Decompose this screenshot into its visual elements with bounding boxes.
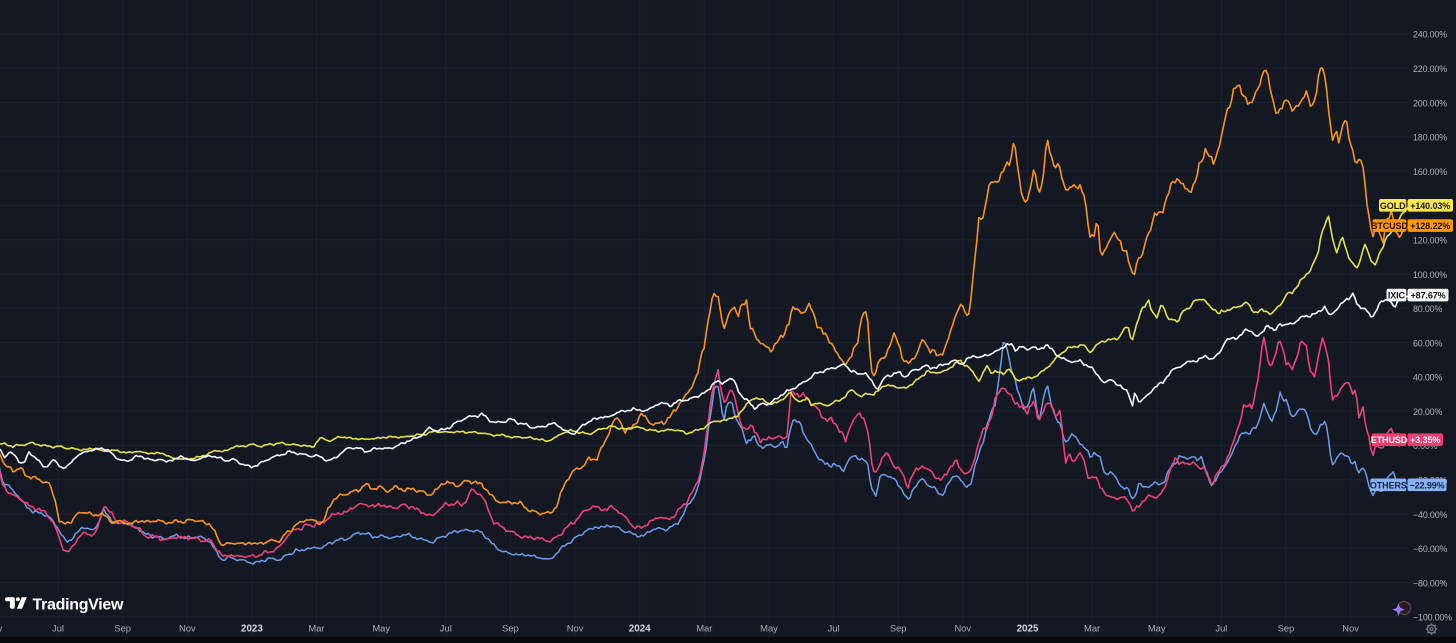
svg-text:IXIC: IXIC — [1388, 291, 1406, 301]
svg-text:Jul: Jul — [440, 623, 452, 634]
svg-text:+140.03%: +140.03% — [1410, 201, 1450, 211]
svg-text:240.00%: 240.00% — [1413, 30, 1447, 40]
svg-text:Sep: Sep — [1278, 623, 1295, 634]
svg-text:Sep: Sep — [502, 623, 519, 634]
svg-text:Nov: Nov — [567, 623, 584, 634]
svg-text:−22.99%: −22.99% — [1409, 480, 1444, 490]
svg-text:−100.00%: −100.00% — [1413, 613, 1452, 623]
svg-text:+128.22%: +128.22% — [1410, 221, 1450, 231]
svg-text:+87.67%: +87.67% — [1410, 291, 1445, 301]
svg-text:Sep: Sep — [890, 623, 907, 634]
svg-text:+3.35%: +3.35% — [1410, 435, 1440, 445]
svg-text:20.00%: 20.00% — [1413, 407, 1442, 417]
svg-text:80.00%: 80.00% — [1413, 304, 1442, 314]
svg-text:−40.00%: −40.00% — [1413, 510, 1447, 520]
svg-text:Mar: Mar — [1084, 623, 1100, 634]
svg-text:160.00%: 160.00% — [1413, 167, 1447, 177]
svg-text:220.00%: 220.00% — [1413, 64, 1447, 74]
svg-text:200.00%: 200.00% — [1413, 98, 1447, 108]
svg-text:May: May — [1148, 623, 1166, 634]
svg-text:120.00%: 120.00% — [1413, 236, 1447, 246]
svg-text:Jul: Jul — [52, 623, 64, 634]
svg-text:180.00%: 180.00% — [1413, 133, 1447, 143]
svg-text:GOLD: GOLD — [1380, 201, 1406, 211]
svg-text:Sep: Sep — [114, 623, 131, 634]
svg-text:OTHERS: OTHERS — [1370, 480, 1407, 490]
svg-text:Mar: Mar — [696, 623, 712, 634]
svg-text:2025: 2025 — [1017, 624, 1039, 635]
svg-text:2023: 2023 — [241, 624, 263, 635]
svg-text:Nov: Nov — [954, 623, 971, 634]
svg-text:40.00%: 40.00% — [1413, 373, 1442, 383]
svg-text:Nov: Nov — [179, 623, 196, 634]
svg-text:−60.00%: −60.00% — [1413, 544, 1447, 554]
svg-text:Jul: Jul — [1215, 623, 1227, 634]
svg-text:Nov: Nov — [1342, 623, 1359, 634]
svg-text:−80.00%: −80.00% — [1413, 578, 1447, 588]
svg-text:May: May — [0, 623, 3, 634]
svg-text:2024: 2024 — [629, 624, 651, 635]
svg-text:60.00%: 60.00% — [1413, 338, 1442, 348]
svg-text:ETHUSD: ETHUSD — [1371, 435, 1408, 445]
svg-text:May: May — [372, 623, 390, 634]
svg-text:Mar: Mar — [308, 623, 324, 634]
svg-text:100.00%: 100.00% — [1413, 270, 1447, 280]
svg-text:BTCUSD: BTCUSD — [1371, 221, 1408, 231]
svg-text:0.00%: 0.00% — [1413, 441, 1438, 451]
svg-text:Jul: Jul — [828, 623, 840, 634]
svg-text:TradingView: TradingView — [33, 596, 125, 613]
svg-text:May: May — [760, 623, 778, 634]
